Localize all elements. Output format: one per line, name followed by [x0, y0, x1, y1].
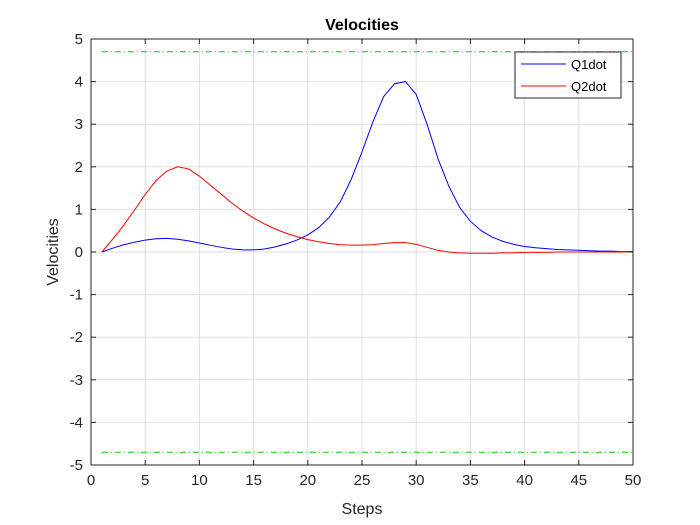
legend-label-q1dot: Q1dot: [571, 57, 607, 72]
x-tick-label: 50: [625, 472, 642, 489]
y-tick-label: 1: [75, 201, 83, 218]
y-tick-label: -1: [70, 287, 83, 304]
x-axis-label: Steps: [342, 501, 383, 518]
y-tick-label: 3: [75, 116, 83, 133]
y-tick-label: 4: [75, 74, 83, 91]
x-tick-label: 20: [299, 472, 316, 489]
legend-label-q2dot: Q2dot: [571, 79, 607, 94]
y-tick-label: -4: [70, 414, 83, 431]
chart-title: Velocities: [325, 17, 399, 34]
x-tick-label: 35: [462, 472, 479, 489]
y-tick-label: -5: [70, 457, 83, 474]
x-tick-label: 25: [354, 472, 371, 489]
x-tick-label: 30: [408, 472, 425, 489]
y-tick-label: -2: [70, 329, 83, 346]
axis-ticks: [90, 38, 634, 466]
legend-box: [514, 51, 622, 99]
x-tick-label: 10: [191, 472, 208, 489]
y-axis-label: Velocities: [45, 218, 62, 286]
series-line-q1dot: [101, 81, 633, 253]
x-tick-label: 5: [141, 472, 149, 489]
legend: Q1dot Q2dot: [514, 51, 622, 99]
x-tick-label: 45: [570, 472, 587, 489]
x-tick-label: 15: [245, 472, 262, 489]
y-tick-label: 5: [75, 31, 83, 48]
x-tick-label: 40: [516, 472, 533, 489]
y-tick-label: -3: [70, 372, 83, 389]
x-tick-label: 0: [87, 472, 95, 489]
y-tick-label: 2: [75, 159, 83, 176]
y-tick-label: 0: [75, 244, 83, 261]
series-line-q2dot: [101, 166, 633, 254]
